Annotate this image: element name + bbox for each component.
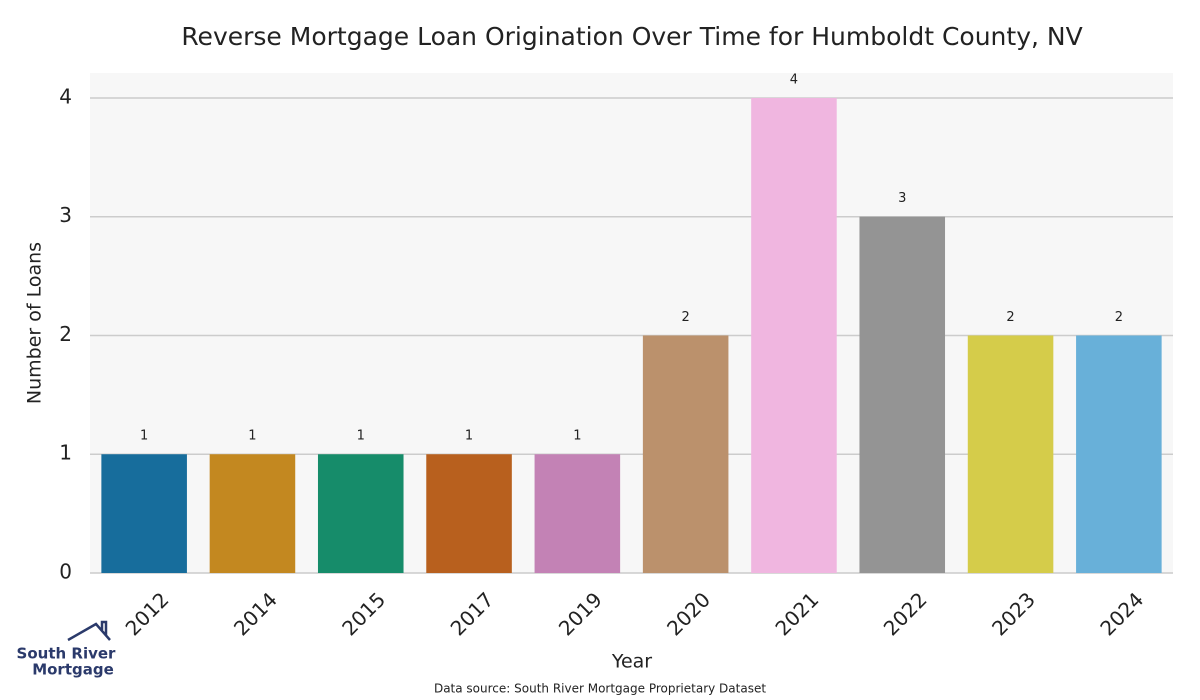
value-label: 1 (248, 429, 256, 444)
value-label: 1 (465, 429, 473, 444)
bar (751, 97, 837, 574)
value-label: 2 (682, 310, 690, 325)
value-label: 2 (1115, 310, 1123, 325)
bar (967, 335, 1054, 573)
x-tick-label: 2014 (229, 587, 282, 640)
source-note: Data source: South River Mortgage Propri… (434, 682, 766, 696)
x-tick-label: 2017 (446, 587, 499, 640)
y-tick-label: 1 (59, 441, 72, 465)
value-label: 1 (140, 429, 148, 444)
x-tick-label: 2020 (662, 587, 715, 640)
x-tick-label: 2023 (987, 587, 1040, 640)
x-tick-label: 2015 (337, 587, 390, 640)
bar (101, 454, 187, 573)
value-label: 4 (790, 72, 798, 87)
x-tick-label: 2024 (1095, 587, 1148, 640)
bar (534, 454, 621, 573)
logo-text: South River (17, 645, 117, 663)
bar (317, 454, 404, 573)
logo-house (67, 620, 111, 642)
x-axis-label: Year (611, 651, 652, 673)
y-tick-label: 0 (59, 560, 72, 584)
y-tick-label: 3 (59, 203, 72, 227)
bar (1076, 335, 1162, 573)
chart-title: Reverse Mortgage Loan Origination Over T… (181, 22, 1082, 51)
value-label: 1 (357, 429, 365, 444)
bar (209, 454, 296, 573)
y-tick-label: 2 (59, 322, 72, 346)
x-tick-label: 2022 (879, 587, 932, 640)
logo: South River Mortgage (17, 620, 117, 679)
x-tick-label: 2019 (554, 587, 607, 640)
y-tick-label: 4 (59, 84, 72, 108)
bar (426, 454, 512, 573)
bar (859, 216, 946, 574)
value-label: 3 (898, 191, 906, 206)
x-tick-label: 2021 (770, 587, 823, 640)
bar (642, 335, 729, 573)
logo-text: Mortgage (32, 661, 114, 679)
y-axis-label: Number of Loans (24, 242, 46, 404)
x-tick-label: 2012 (121, 587, 174, 640)
value-label: 2 (1006, 310, 1014, 325)
value-label: 1 (573, 429, 581, 444)
